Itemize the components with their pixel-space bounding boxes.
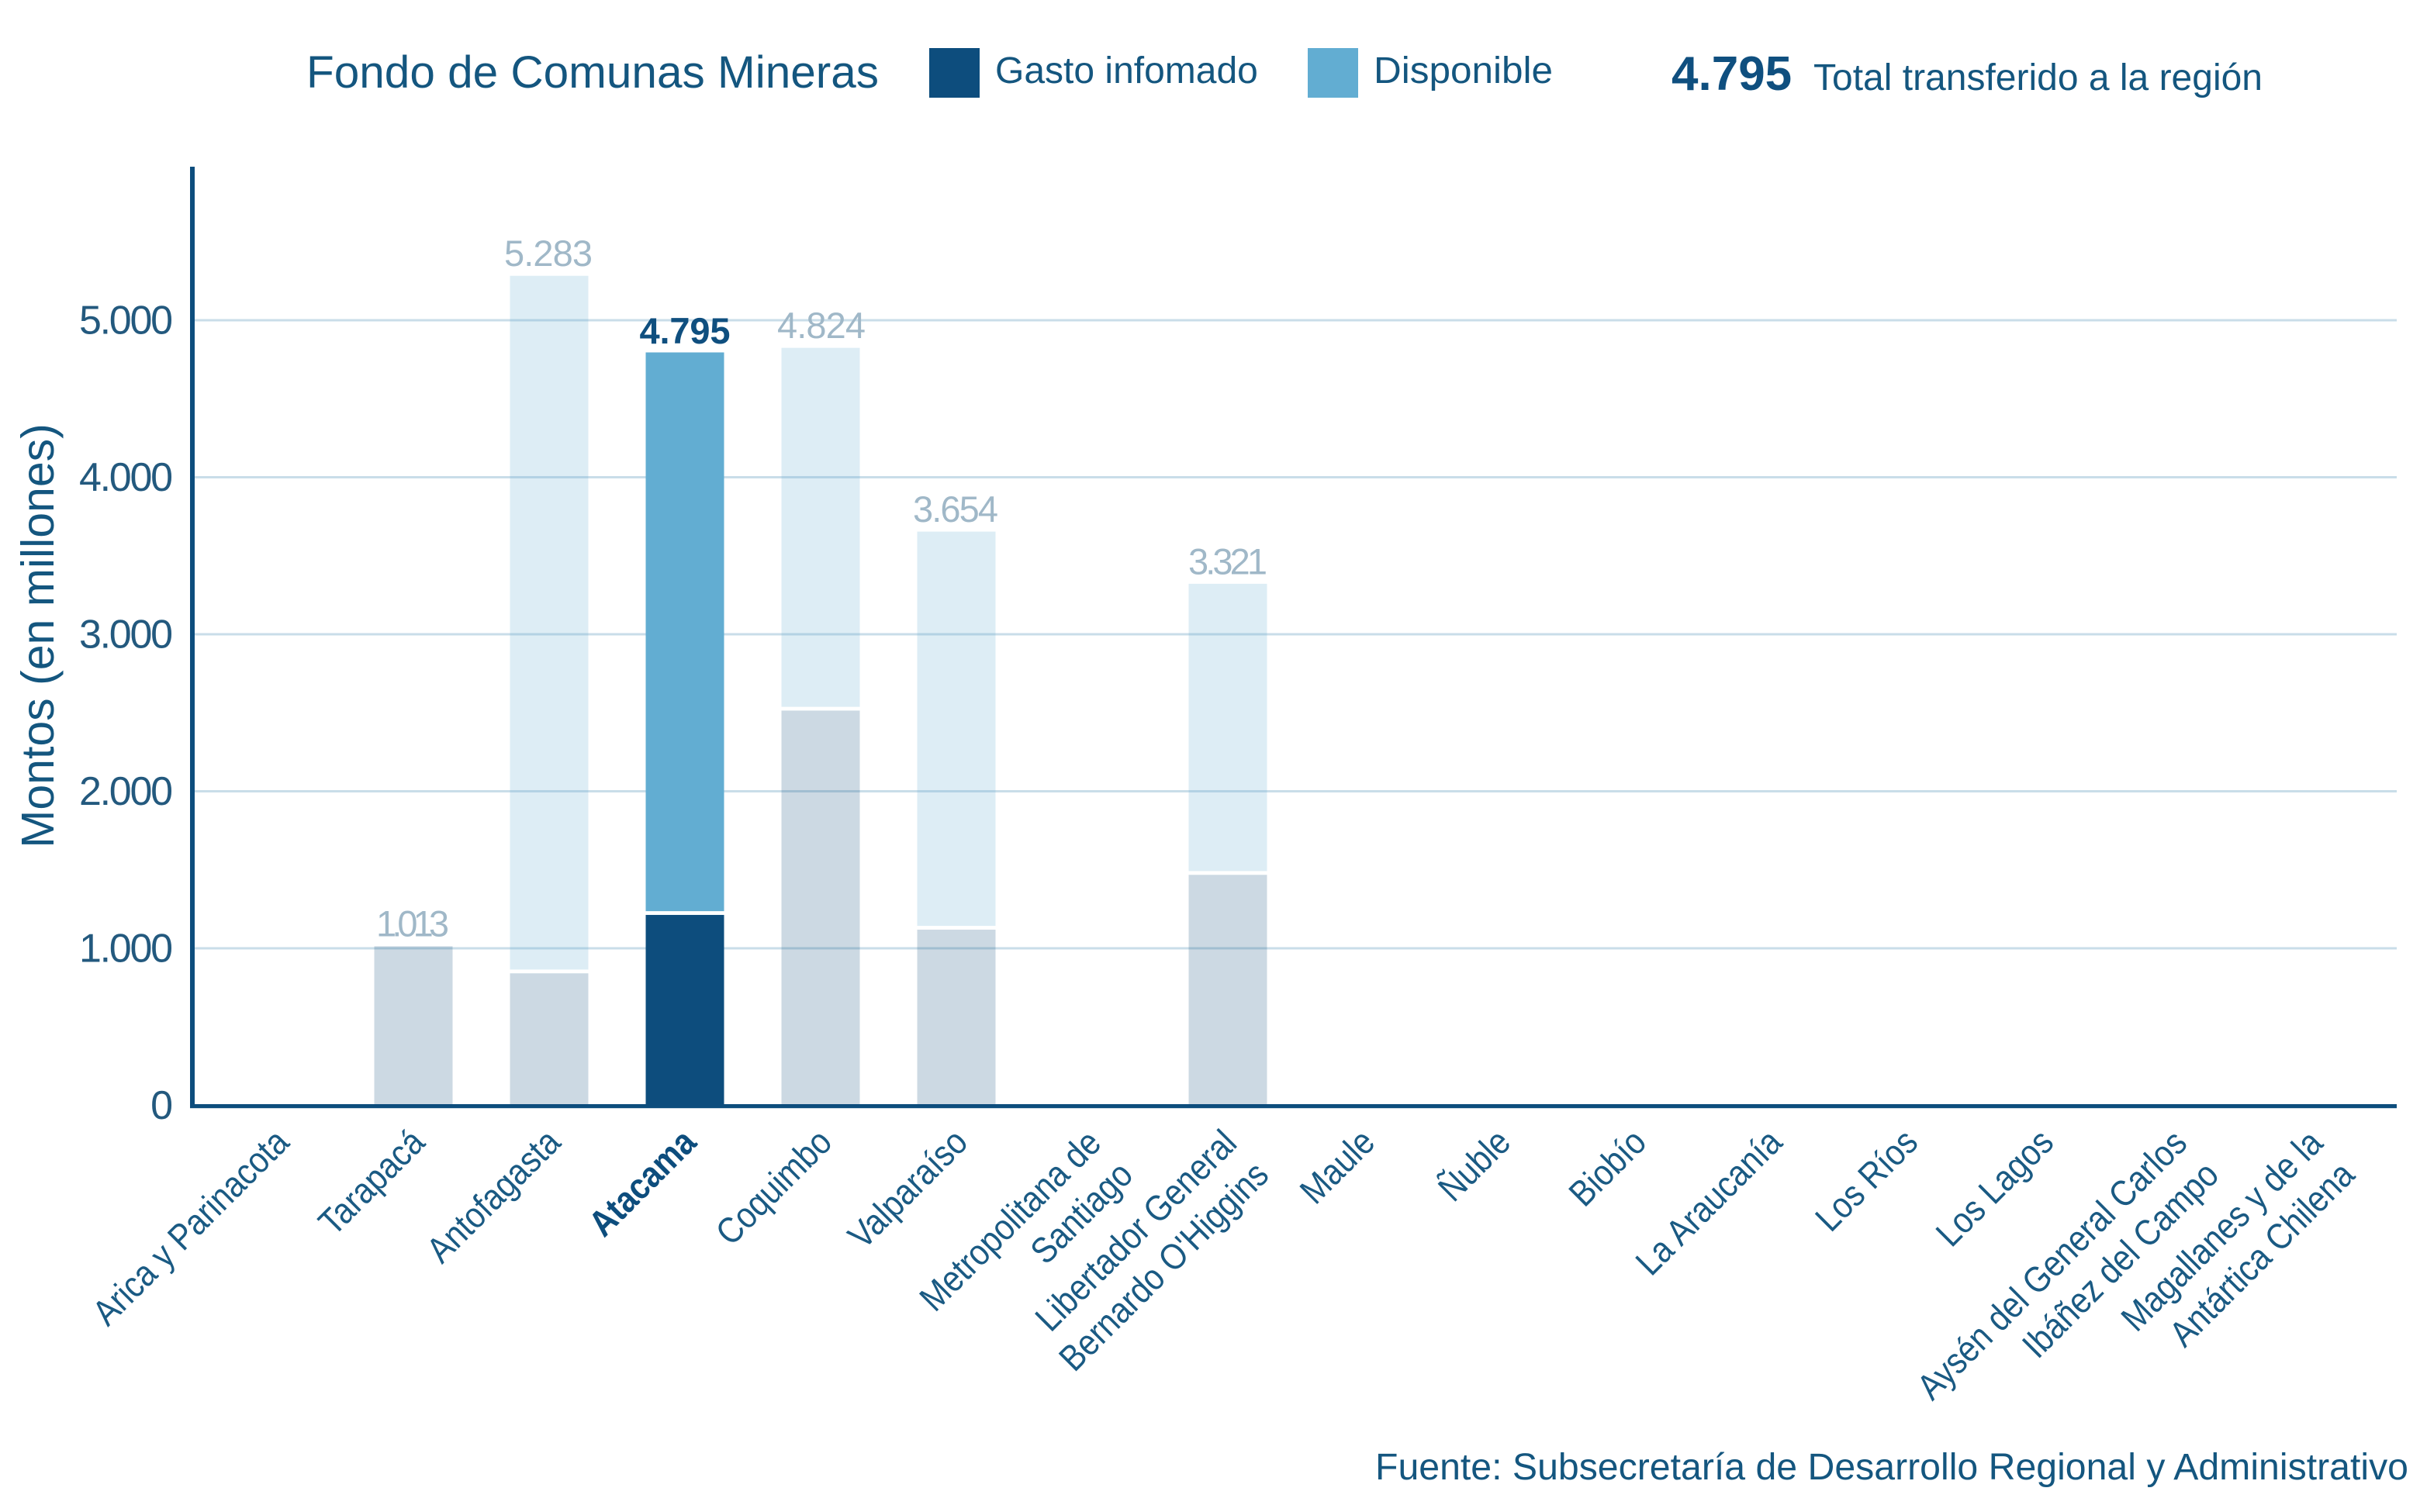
svg-text:Montos (en millones): Montos (en millones)	[12, 423, 64, 848]
svg-text:4.795: 4.795	[640, 310, 731, 351]
svg-text:1.013: 1.013	[376, 903, 449, 944]
svg-text:0: 0	[150, 1083, 173, 1128]
svg-text:3.321: 3.321	[1188, 541, 1267, 582]
svg-text:2.000: 2.000	[79, 769, 173, 814]
svg-text:Gasto infomado: Gasto infomado	[995, 50, 1258, 91]
svg-text:Fuente: Subsecretaría de Desar: Fuente: Subsecretaría de Desarrollo Regi…	[1375, 1447, 2408, 1488]
svg-text:Fondo de Comunas Mineras: Fondo de Comunas Mineras	[306, 47, 879, 98]
svg-text:Total transferido a la región: Total transferido a la región	[1813, 57, 2263, 98]
svg-text:5.283: 5.283	[504, 233, 593, 274]
svg-text:1.000: 1.000	[79, 927, 173, 972]
svg-text:Disponible: Disponible	[1374, 50, 1553, 91]
svg-text:3.654: 3.654	[913, 488, 998, 530]
svg-text:5.000: 5.000	[79, 299, 173, 343]
svg-text:4.000: 4.000	[79, 455, 173, 500]
svg-text:4.824: 4.824	[777, 305, 866, 346]
svg-text:3.000: 3.000	[79, 613, 173, 658]
svg-text:4.795: 4.795	[1672, 47, 1792, 101]
